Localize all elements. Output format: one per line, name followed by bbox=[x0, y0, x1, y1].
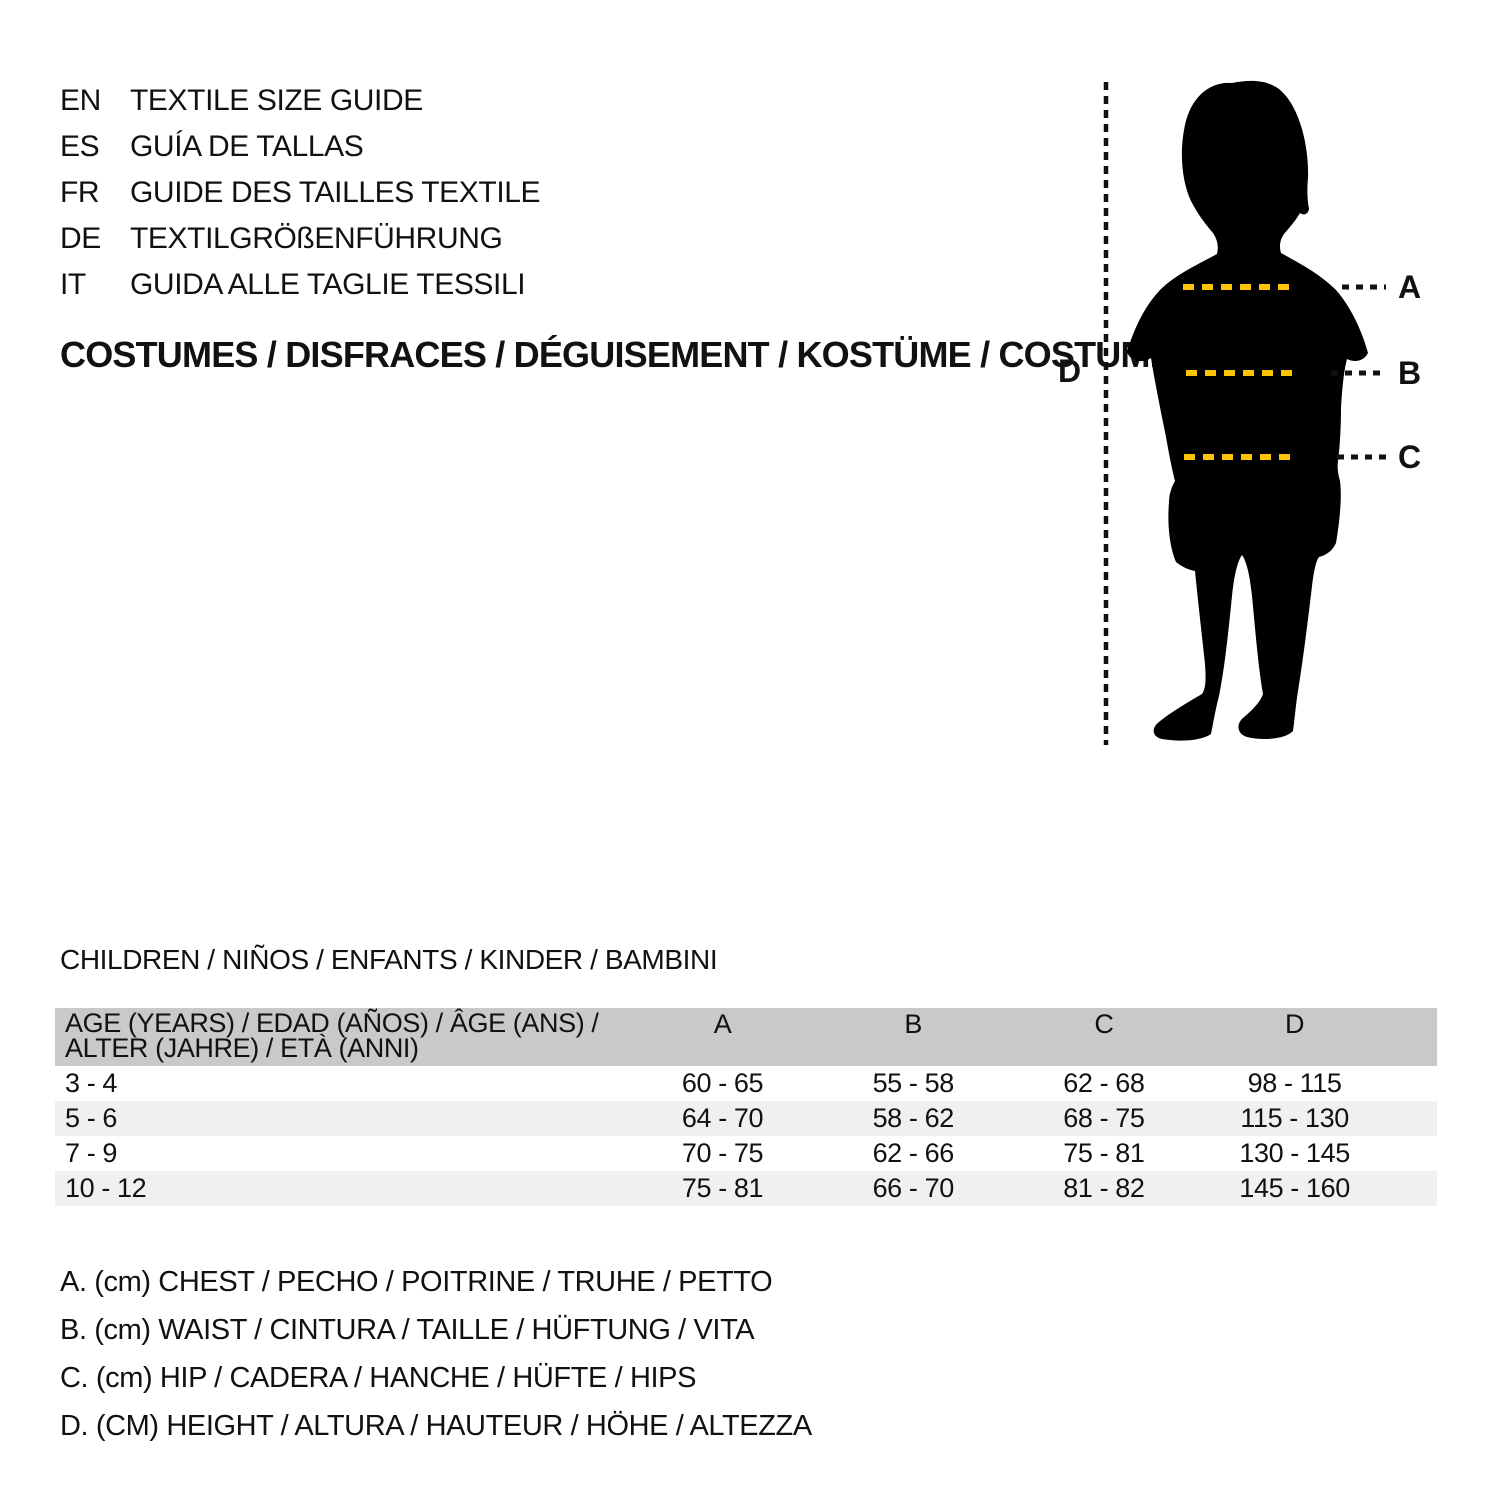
age-cell: 5 - 6 bbox=[65, 1103, 118, 1133]
language-code: EN bbox=[60, 84, 101, 117]
column-header-b: B bbox=[904, 1009, 922, 1039]
column-header-c: C bbox=[1094, 1009, 1114, 1039]
language-code: DE bbox=[60, 222, 101, 255]
language-code: IT bbox=[60, 268, 86, 301]
column-header-a: A bbox=[713, 1009, 732, 1039]
chest-cell: 70 - 75 bbox=[681, 1138, 764, 1168]
language-title: TEXTILE SIZE GUIDE bbox=[130, 84, 423, 117]
language-row-it: IT GUIDA ALLE TAGLIE TESSILI bbox=[60, 262, 540, 308]
chest-cell: 64 - 70 bbox=[681, 1103, 764, 1133]
height-cell: 145 - 160 bbox=[1239, 1173, 1350, 1203]
category-title: COSTUMES / DISFRACES / DÉGUISEMENT / KOS… bbox=[60, 334, 1160, 375]
chest-cell: 60 - 65 bbox=[681, 1068, 764, 1098]
language-title-list: EN TEXTILE SIZE GUIDE ES GUÍA DE TALLAS … bbox=[60, 78, 541, 308]
age-cell: 7 - 9 bbox=[65, 1138, 118, 1168]
children-section-title: CHILDREN / NIÑOS / ENFANTS / KINDER / BA… bbox=[60, 944, 718, 975]
language-row-es: ES GUÍA DE TALLAS bbox=[60, 124, 540, 170]
table-header-row: AGE (YEARS) / EDAD (AÑOS) / ÂGE (ANS) / … bbox=[55, 1008, 1437, 1066]
hip-cell: 62 - 68 bbox=[1063, 1068, 1145, 1098]
table-row: 3 - 4 60 - 65 55 - 58 62 - 68 98 - 115 bbox=[55, 1066, 1437, 1101]
chest-cell: 75 - 81 bbox=[681, 1173, 764, 1203]
row-spacer bbox=[1390, 1136, 1437, 1171]
table-row: 7 - 9 70 - 75 62 - 66 75 - 81 130 - 145 bbox=[55, 1136, 1437, 1171]
age-column-header: AGE (YEARS) / EDAD (AÑOS) / ÂGE (ANS) / … bbox=[55, 1008, 627, 1063]
hip-cell: 81 - 82 bbox=[1063, 1173, 1145, 1203]
measure-label-c: C bbox=[1398, 439, 1421, 475]
children-size-table: AGE (YEARS) / EDAD (AÑOS) / ÂGE (ANS) / … bbox=[55, 1008, 1437, 1206]
height-cell: 130 - 145 bbox=[1239, 1138, 1350, 1168]
row-spacer bbox=[1390, 1171, 1437, 1206]
row-spacer bbox=[1390, 1101, 1437, 1136]
measurement-figure-svg bbox=[1103, 80, 1386, 745]
language-row-fr: FR GUIDE DES TAILLES TEXTILE bbox=[60, 170, 541, 216]
measurement-legend: A. (cm) CHEST / PECHO / POITRINE / TRUHE… bbox=[60, 1258, 812, 1450]
table-row: 10 - 12 75 - 81 66 - 70 81 - 82 145 - 16… bbox=[55, 1171, 1437, 1206]
measurement-figure: A B C D bbox=[1050, 70, 1470, 760]
waist-cell: 66 - 70 bbox=[872, 1173, 955, 1203]
language-row-de: DE TEXTILGRÖßENFÜHRUNG bbox=[60, 216, 540, 262]
age-header-line2: ALTER (JAHRE) / ETÀ (ANNI) bbox=[65, 1033, 419, 1063]
hip-cell: 75 - 81 bbox=[1063, 1138, 1145, 1168]
waist-cell: 55 - 58 bbox=[872, 1068, 955, 1098]
column-header-d: D bbox=[1285, 1009, 1305, 1039]
age-header-line1: AGE (YEARS) / EDAD (AÑOS) / ÂGE (ANS) / bbox=[65, 1008, 599, 1038]
language-row-en: EN TEXTILE SIZE GUIDE bbox=[60, 78, 540, 124]
measure-label-a: A bbox=[1398, 269, 1421, 305]
legend-chest: A. (cm) CHEST / PECHO / POITRINE / TRUHE… bbox=[60, 1266, 773, 1298]
height-cell: 98 - 115 bbox=[1247, 1068, 1342, 1098]
age-cell: 3 - 4 bbox=[65, 1068, 118, 1098]
waist-cell: 58 - 62 bbox=[872, 1103, 955, 1133]
language-code: FR bbox=[60, 176, 100, 209]
language-title: GUIDA ALLE TAGLIE TESSILI bbox=[130, 268, 526, 301]
age-cell: 10 - 12 bbox=[65, 1173, 147, 1203]
legend-waist: B. (cm) WAIST / CINTURA / TAILLE / HÜFTU… bbox=[60, 1314, 755, 1346]
language-code: ES bbox=[60, 130, 100, 163]
measure-label-b: B bbox=[1398, 355, 1421, 391]
hip-cell: 68 - 75 bbox=[1063, 1103, 1145, 1133]
waist-cell: 62 - 66 bbox=[872, 1138, 955, 1168]
child-silhouette-icon bbox=[1127, 80, 1368, 741]
measure-label-d: D bbox=[1058, 353, 1081, 389]
height-cell: 115 - 130 bbox=[1240, 1103, 1349, 1133]
legend-height: D. (CM) HEIGHT / ALTURA / HAUTEUR / HÖHE… bbox=[60, 1410, 812, 1442]
header-spacer bbox=[1390, 1011, 1437, 1061]
legend-hip: C. (cm) HIP / CADERA / HANCHE / HÜFTE / … bbox=[60, 1362, 697, 1394]
language-title: TEXTILGRÖßENFÜHRUNG bbox=[130, 222, 503, 255]
row-spacer bbox=[1390, 1066, 1437, 1101]
language-title: GUÍA DE TALLAS bbox=[130, 130, 364, 163]
language-title: GUIDE DES TAILLES TEXTILE bbox=[130, 176, 541, 209]
table-row: 5 - 6 64 - 70 58 - 62 68 - 75 115 - 130 bbox=[55, 1101, 1437, 1136]
